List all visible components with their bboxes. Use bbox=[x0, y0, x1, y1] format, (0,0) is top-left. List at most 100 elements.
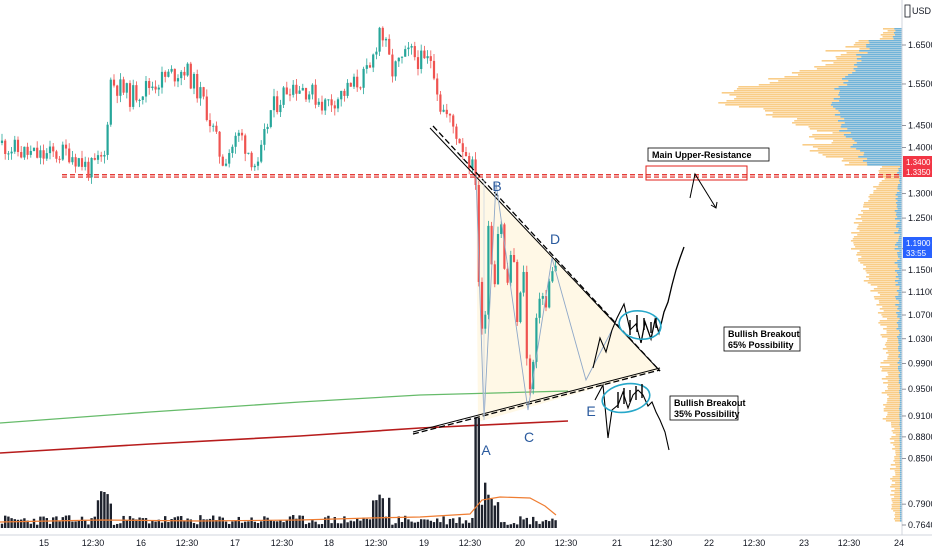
vp-bar-orange bbox=[881, 166, 902, 168]
vp-bar-orange bbox=[881, 392, 902, 394]
candle-body bbox=[192, 74, 196, 89]
candle-body bbox=[384, 38, 388, 41]
vp-bar-blue bbox=[896, 224, 902, 226]
volume-bar bbox=[330, 523, 333, 528]
vp-bar-blue bbox=[899, 468, 902, 470]
vp-bar-blue bbox=[896, 212, 902, 214]
vp-bar-orange bbox=[887, 400, 902, 402]
vp-bar-orange bbox=[891, 484, 902, 486]
triangle-lower-line bbox=[412, 369, 661, 435]
vp-bar-blue bbox=[899, 470, 902, 472]
vp-bar-blue bbox=[899, 448, 902, 450]
volume-bar bbox=[29, 523, 32, 528]
candle-body bbox=[528, 358, 532, 390]
candle-body bbox=[464, 152, 468, 157]
candle-body bbox=[144, 81, 148, 97]
candle-body bbox=[525, 271, 528, 359]
time-axis[interactable]: 15 12:30 16 12:30 17 12:30 18 12:30 19 12:30 20 12:… bbox=[0, 534, 932, 548]
vp-bar-blue bbox=[897, 316, 902, 318]
volume-bar bbox=[525, 517, 528, 528]
time-tick-label: 12:30 bbox=[176, 538, 199, 548]
candle-body bbox=[480, 281, 484, 329]
vp-bar-orange bbox=[877, 286, 902, 288]
vp-bar-orange bbox=[877, 292, 902, 294]
candle-body bbox=[77, 158, 80, 167]
candle-body bbox=[119, 79, 122, 96]
scenario-title: Bullish Breakout bbox=[674, 398, 746, 408]
vp-bar-orange bbox=[894, 488, 902, 490]
vp-bar-orange bbox=[809, 150, 902, 152]
vp-bar-orange bbox=[887, 412, 902, 414]
candle-body bbox=[493, 264, 496, 285]
candle-body bbox=[317, 101, 320, 105]
volume-bar bbox=[295, 518, 298, 528]
vp-bar-blue bbox=[898, 320, 902, 322]
vp-bar-orange bbox=[882, 316, 902, 318]
vp-bar-orange bbox=[893, 518, 902, 520]
candle-body bbox=[292, 84, 295, 95]
candle-body bbox=[327, 99, 330, 101]
volume-bar bbox=[253, 521, 256, 528]
vp-bar-blue bbox=[899, 520, 902, 522]
vp-bar-orange bbox=[861, 216, 902, 218]
vp-bar-orange bbox=[870, 290, 902, 292]
vp-bar-orange bbox=[886, 326, 902, 328]
vp-bar-orange bbox=[886, 332, 902, 334]
volume-bar bbox=[167, 522, 170, 528]
volume-bar bbox=[244, 521, 247, 528]
vp-bar-blue bbox=[899, 500, 902, 502]
price-badge-label: 1.3400 bbox=[906, 158, 931, 167]
vp-bar-blue bbox=[897, 200, 902, 202]
candle-body bbox=[247, 152, 250, 154]
candle-body bbox=[183, 71, 186, 76]
vp-bar-blue bbox=[898, 382, 902, 384]
volume-bar bbox=[346, 522, 349, 528]
price-badge bbox=[903, 156, 932, 167]
vp-bar-blue bbox=[899, 178, 902, 180]
candle-body bbox=[154, 86, 157, 90]
vp-bar-orange bbox=[879, 182, 902, 184]
vp-bar-blue bbox=[899, 352, 902, 354]
price-axis[interactable]: USD1.65001.55001.45001.40001.30001.25001… bbox=[901, 0, 932, 535]
volume-bar bbox=[448, 518, 452, 528]
vp-bar-orange bbox=[853, 236, 902, 238]
vp-bar-blue bbox=[896, 192, 902, 194]
candle-body bbox=[349, 82, 352, 87]
vp-bar-blue bbox=[899, 432, 902, 434]
vp-bar-orange bbox=[862, 212, 902, 214]
candle-body bbox=[20, 152, 23, 158]
volume-bar bbox=[247, 521, 250, 528]
volume-bar bbox=[500, 522, 503, 528]
volume-bar bbox=[320, 523, 324, 528]
vp-bar-blue bbox=[899, 472, 902, 474]
volume-bar bbox=[372, 500, 375, 528]
projection-up-continuation bbox=[640, 246, 685, 344]
volume-bar bbox=[308, 522, 311, 528]
volume-bar bbox=[221, 517, 224, 528]
volume-bar bbox=[10, 518, 13, 528]
vp-bar-blue bbox=[898, 326, 902, 328]
vp-bar-blue bbox=[839, 92, 902, 94]
vp-bar-blue bbox=[861, 56, 902, 58]
candle-body bbox=[112, 79, 116, 86]
volume-bar bbox=[103, 491, 106, 528]
candle-body bbox=[397, 57, 400, 62]
vp-bar-orange bbox=[879, 294, 902, 296]
vp-bar-orange bbox=[863, 268, 902, 270]
price-badge bbox=[903, 166, 932, 177]
vp-bar-orange bbox=[891, 498, 902, 500]
vp-bar-orange bbox=[878, 184, 902, 186]
ma-green-line bbox=[0, 390, 569, 424]
vp-bar-blue bbox=[898, 374, 902, 376]
candle-body bbox=[311, 84, 314, 95]
vp-bar-orange bbox=[880, 366, 902, 368]
vp-bar-blue bbox=[867, 164, 902, 166]
vp-bar-blue bbox=[895, 276, 902, 278]
vp-bar-blue bbox=[852, 144, 902, 146]
price-tick-label: 1.5500 bbox=[908, 79, 932, 89]
vp-bar-blue bbox=[899, 486, 902, 488]
wave-point-label: C bbox=[524, 429, 534, 445]
resistance-rejection-arrow bbox=[689, 172, 717, 209]
vp-bar-blue bbox=[900, 430, 902, 432]
